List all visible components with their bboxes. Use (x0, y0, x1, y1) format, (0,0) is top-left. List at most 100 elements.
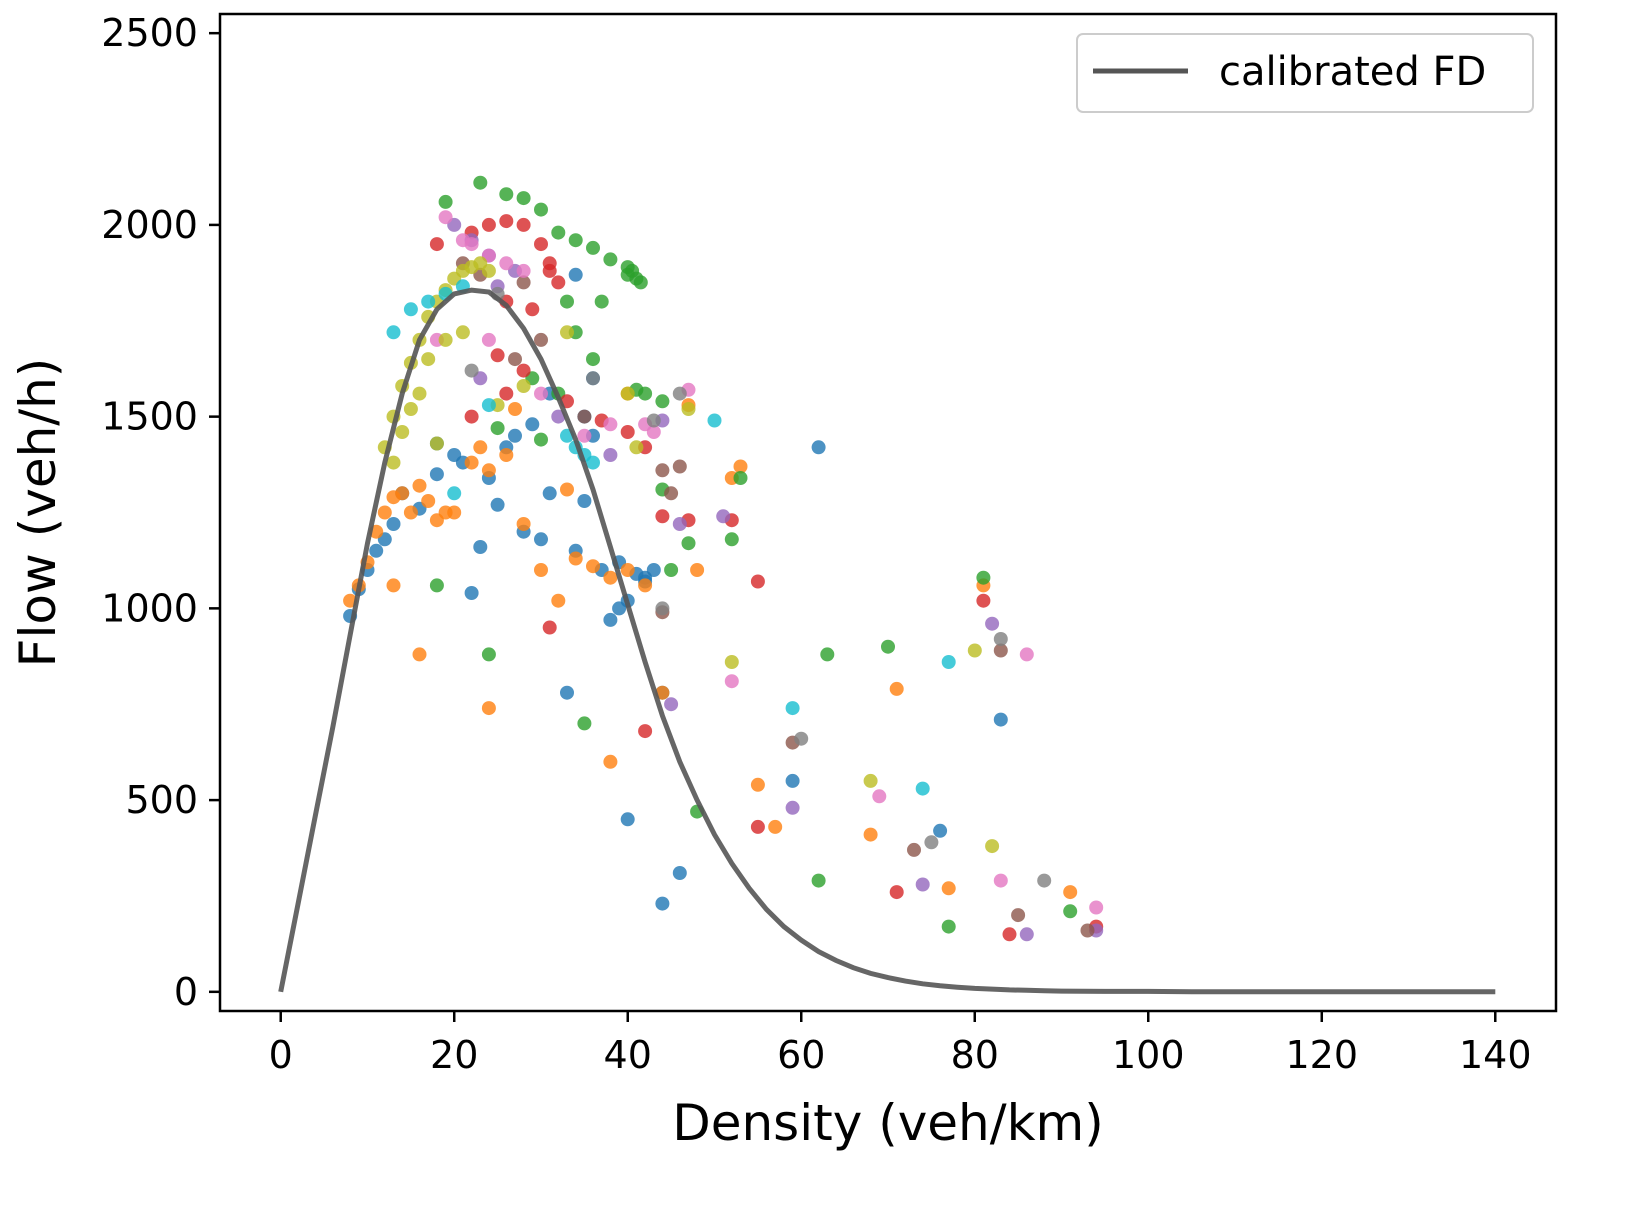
x-tick-label: 60 (777, 1033, 825, 1077)
scatter-point-blue-34 (993, 712, 1008, 727)
scatter-point-blue-44 (525, 417, 540, 432)
scatter-point-red-28 (499, 386, 514, 401)
scatter-point-orange-24 (412, 647, 427, 662)
scatter-point-orange-18 (568, 551, 583, 566)
legend-box (1076, 33, 1534, 113)
scatter-point-orange-27 (690, 563, 705, 577)
x-tick-label: 20 (430, 1033, 478, 1077)
scatter-point-orange-16 (534, 563, 548, 577)
scatter-point-red-10 (525, 302, 540, 317)
scatter-point-pink-5 (516, 263, 531, 278)
scatter-point-blue-21 (603, 612, 618, 627)
scatter-point-green-12 (633, 275, 648, 290)
scatter-point-olive-15 (455, 325, 470, 340)
scatter-point-red-26 (1002, 927, 1017, 942)
scatter-point-olive-25 (724, 655, 739, 669)
scatter-point-pink-17 (603, 417, 618, 432)
scatter-point-green-8 (603, 252, 618, 267)
y-tick-label: 2500 (101, 11, 198, 55)
scatter-point-green-31 (881, 639, 895, 654)
scatter-point-orange-39 (473, 440, 488, 455)
scatter-point-purple-14 (551, 409, 566, 424)
scatter-point-purple-9 (785, 800, 800, 815)
scatter-point-red-29 (464, 409, 479, 424)
scatter-point-blue-16 (560, 685, 574, 700)
scatter-point-red-5 (534, 237, 548, 252)
scatter-point-olive-24 (560, 325, 574, 340)
scatter-point-blue-32 (811, 440, 826, 455)
scatter-point-green-16 (594, 294, 609, 309)
scatter-point-green-29 (811, 873, 826, 888)
scatter-point-red-23 (750, 819, 765, 834)
scatter-point-gray-6 (993, 632, 1008, 646)
scatter-point-green-0 (438, 194, 453, 209)
x-tick-label: 40 (604, 1033, 652, 1077)
scatter-point-blue-8 (429, 467, 444, 482)
scatter-point-olive-19 (386, 455, 401, 470)
scatter-point-orange-19 (586, 559, 600, 574)
scatter-point-green-14 (560, 294, 574, 309)
scatter-point-orange-22 (638, 578, 653, 593)
scatter-point-brown-5 (672, 459, 687, 474)
scatter-point-olive-28 (985, 839, 1000, 854)
scatter-point-red-22 (542, 620, 557, 635)
scatter-point-green-13 (620, 267, 635, 282)
scatter-point-orange-43 (560, 482, 574, 497)
scatter-point-green-7 (586, 240, 600, 255)
scatter-point-orange-25 (481, 701, 496, 716)
scatter-point-green-30 (820, 647, 835, 662)
scatter-point-green-26 (481, 647, 496, 662)
scatter-point-orange-13 (481, 463, 496, 478)
scatter-point-green-38 (490, 421, 505, 436)
scatter-point-blue-35 (568, 267, 583, 282)
scatter-point-orange-6 (395, 486, 410, 501)
scatter-point-cyan-14 (481, 398, 496, 413)
scatter-point-orange-14 (499, 448, 514, 462)
scatter-point-red-7 (542, 263, 557, 278)
scatter-point-blue-3 (369, 543, 384, 558)
scatter-point-blue-12 (490, 497, 505, 512)
scatter-point-blue-15 (542, 486, 557, 501)
scatter-layer (343, 175, 1104, 942)
scatter-point-cyan-8 (586, 455, 600, 470)
x-tick-label: 0 (269, 1033, 293, 1077)
scatter-point-green-37 (534, 432, 548, 447)
scatter-point-green-23 (724, 532, 739, 547)
scatter-point-orange-17 (551, 593, 566, 608)
scatter-point-brown-9 (907, 842, 921, 857)
scatter-point-green-5 (551, 225, 566, 240)
scatter-point-orange-8 (412, 478, 427, 493)
scatter-point-olive-18 (395, 425, 410, 439)
scatter-point-blue-11 (473, 540, 488, 554)
scatter-point-green-20 (655, 394, 670, 409)
y-tick-label: 1500 (101, 395, 198, 439)
scatter-point-orange-38 (438, 505, 453, 520)
scatter-point-purple-7 (716, 509, 731, 524)
scatter-point-gray-3 (655, 601, 670, 616)
scatter-point-red-20 (750, 574, 765, 589)
scatter-point-orange-9 (421, 494, 436, 508)
scatter-point-brown-3 (534, 332, 548, 347)
scatter-point-blue-30 (620, 812, 635, 827)
scatter-point-orange-32 (863, 827, 878, 842)
scatter-point-cyan-10 (785, 701, 800, 716)
scatter-point-blue-14 (534, 532, 548, 547)
scatter-point-red-11 (490, 348, 505, 363)
scatter-point-orange-12 (464, 455, 479, 470)
scatter-point-cyan-11 (915, 781, 930, 796)
scatter-point-cyan-13 (447, 486, 462, 501)
plot-frame (218, 12, 1558, 1013)
scatter-point-olive-20 (429, 436, 444, 451)
scatter-point-gray-1 (672, 386, 687, 401)
scatter-point-red-2 (481, 217, 496, 232)
scatter-point-pink-14 (1019, 647, 1034, 662)
scatter-point-gray-7 (1037, 873, 1052, 888)
scatter-point-red-24 (889, 885, 904, 900)
scatter-point-brown-10 (993, 643, 1008, 658)
y-tick-label: 500 (125, 778, 198, 822)
scatter-point-cyan-12 (941, 655, 956, 669)
scatter-point-green-27 (577, 716, 592, 731)
scatter-point-olive-22 (681, 402, 696, 416)
scatter-point-green-17 (586, 352, 600, 367)
scatter-point-purple-10 (915, 877, 930, 892)
